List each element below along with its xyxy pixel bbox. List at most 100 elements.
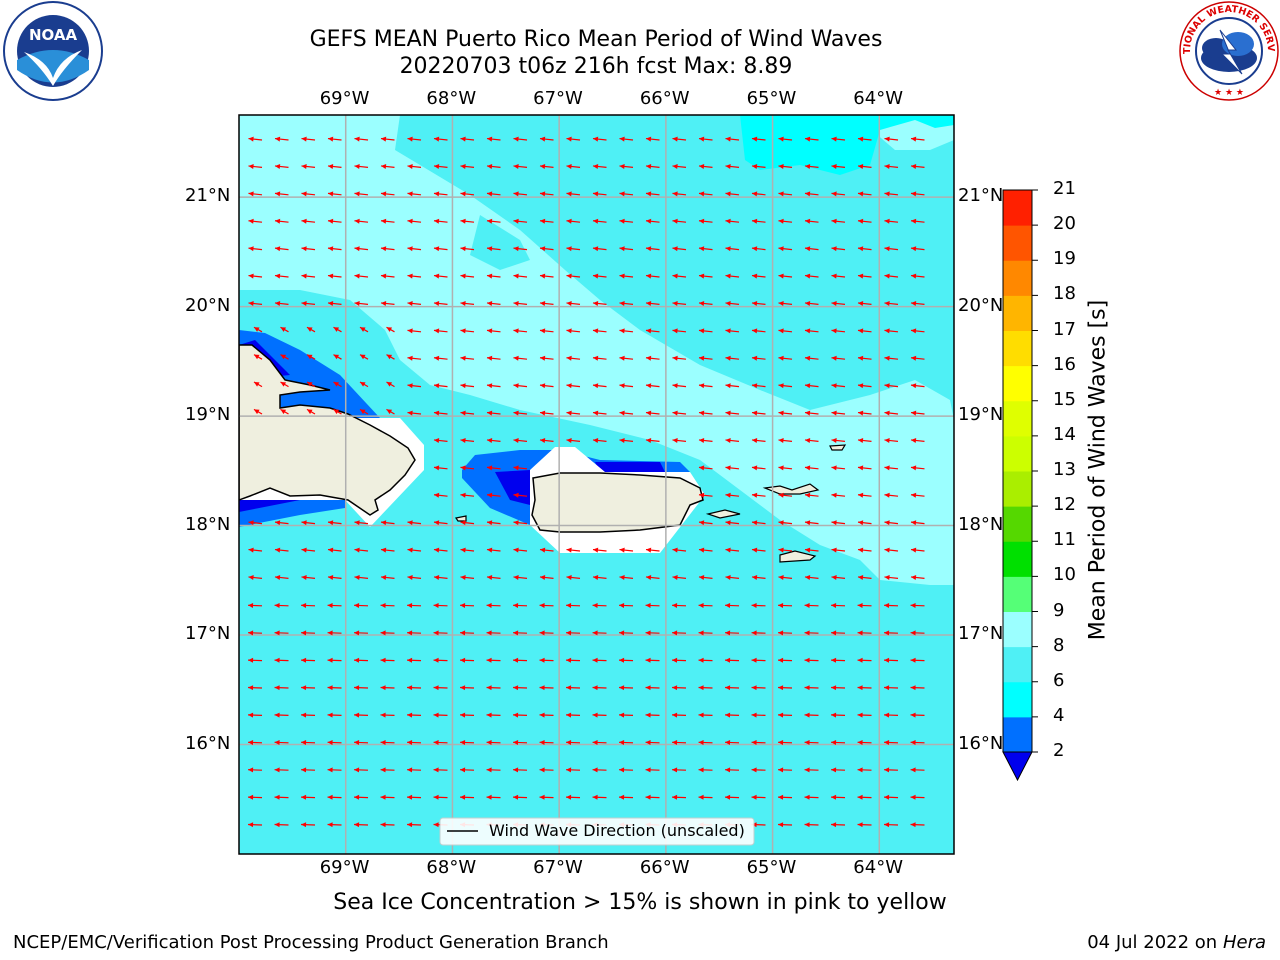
- wind-wave-arrow: [592, 657, 607, 663]
- wind-wave-arrow: [884, 767, 899, 773]
- wind-wave-arrow: [804, 739, 819, 745]
- wind-wave-arrow: [831, 410, 846, 416]
- wind-wave-arrow: [486, 136, 501, 142]
- wind-wave-arrow: [539, 739, 554, 745]
- wind-wave-arrow: [486, 355, 501, 361]
- wind-wave-arrow: [327, 136, 342, 142]
- wind-wave-arrow: [407, 630, 422, 636]
- wind-wave-arrow: [619, 136, 634, 142]
- wind-wave-arrow: [831, 685, 846, 691]
- wind-wave-arrow: [539, 767, 554, 773]
- sea-ice-note: Sea Ice Concentration > 15% is shown in …: [333, 890, 947, 915]
- wind-wave-arrow: [910, 191, 925, 197]
- wind-wave-arrow: [645, 685, 660, 691]
- wind-wave-arrow: [592, 794, 607, 800]
- wind-wave-arrow: [248, 246, 263, 252]
- colorbar-segment: [1003, 716, 1032, 753]
- wind-wave-arrow: [274, 657, 289, 663]
- wind-wave-arrow: [248, 712, 263, 718]
- wind-wave-arrow: [725, 767, 740, 773]
- wind-wave-arrow: [884, 574, 899, 580]
- wind-wave-arrow: [884, 822, 899, 828]
- wind-wave-arrow: [539, 657, 554, 663]
- wind-wave-arrow: [645, 437, 660, 443]
- footer-date: 04 Jul 2022 on Hera: [1087, 932, 1266, 953]
- wind-wave-arrow: [672, 191, 687, 197]
- wind-wave-arrow: [831, 712, 846, 718]
- wind-wave-arrow: [486, 794, 501, 800]
- wind-wave-arrow: [354, 273, 369, 279]
- lon-label-top: 68°W: [426, 88, 477, 109]
- wind-wave-arrow: [857, 328, 872, 334]
- wind-wave-arrow: [778, 136, 793, 142]
- wind-wave-arrow: [751, 136, 766, 142]
- wind-wave-arrow: [280, 381, 289, 388]
- wind-wave-arrow: [301, 163, 316, 169]
- wind-wave-arrow: [380, 739, 395, 745]
- colorbar-tick-label: 18: [1053, 283, 1076, 305]
- wind-wave-arrow: [645, 273, 660, 279]
- wind-wave-arrow: [386, 408, 395, 415]
- colorbar-segment: [1003, 576, 1032, 612]
- wind-wave-arrow: [566, 712, 581, 718]
- wind-wave-arrow: [486, 739, 501, 745]
- wind-wave-arrow: [857, 657, 872, 663]
- wind-wave-arrow: [804, 657, 819, 663]
- lon-label-bot: 68°W: [426, 857, 477, 878]
- wind-wave-arrow: [301, 685, 316, 691]
- wind-wave-arrow: [645, 410, 660, 416]
- wind-wave-arrow: [354, 520, 369, 526]
- wind-wave-arrow: [619, 630, 634, 636]
- wind-wave-arrow: [725, 492, 740, 498]
- wind-wave-arrow: [253, 354, 263, 360]
- wind-wave-arrow: [778, 383, 793, 389]
- wind-wave-arrow: [354, 630, 369, 636]
- wind-wave-arrow: [910, 163, 925, 169]
- wind-wave-arrow: [380, 657, 395, 663]
- wind-wave-arrow: [539, 273, 554, 279]
- wind-wave-arrow: [698, 218, 713, 224]
- wind-wave-arrow: [751, 465, 766, 471]
- wind-wave-arrow: [327, 685, 342, 691]
- wind-wave-arrow: [831, 822, 846, 828]
- wind-wave-arrow: [433, 246, 448, 252]
- wind-wave-arrow: [751, 492, 766, 498]
- wind-wave-arrow: [725, 355, 740, 361]
- vector-legend: [439, 817, 755, 846]
- wind-wave-arrow: [751, 218, 766, 224]
- wind-wave-arrow: [248, 300, 263, 306]
- wind-wave-arrow: [486, 300, 501, 306]
- wind-wave-arrow: [645, 630, 660, 636]
- wind-wave-arrow: [380, 136, 395, 142]
- wind-wave-arrow: [301, 520, 316, 526]
- wind-wave-arrow: [751, 300, 766, 306]
- wind-wave-arrow: [460, 355, 475, 361]
- wind-wave-arrow: [513, 685, 528, 691]
- wind-wave-arrow: [857, 822, 872, 828]
- wind-wave-arrow: [327, 246, 342, 252]
- wind-wave-arrow: [725, 136, 740, 142]
- wind-wave-arrow: [539, 191, 554, 197]
- wind-wave-arrow: [857, 383, 872, 389]
- wind-wave-arrow: [539, 136, 554, 142]
- wind-wave-arrow: [619, 574, 634, 580]
- wind-wave-arrow: [857, 163, 872, 169]
- wind-wave-arrow: [274, 767, 289, 773]
- colorbar-extend-min: [1002, 751, 1033, 782]
- wind-wave-arrow: [778, 739, 793, 745]
- wind-wave-arrow: [831, 520, 846, 526]
- wind-wave-arrow: [910, 355, 925, 361]
- wind-wave-arrow: [460, 328, 475, 334]
- wind-wave-arrow: [354, 685, 369, 691]
- wind-wave-arrow: [619, 794, 634, 800]
- colorbar-tick-label: 21: [1053, 178, 1076, 199]
- wind-wave-arrow: [486, 767, 501, 773]
- wind-wave-arrow: [486, 273, 501, 279]
- colorbar: [1002, 189, 1038, 782]
- wind-wave-arrow: [698, 163, 713, 169]
- colorbar-segment: [1003, 506, 1032, 542]
- chart-title-line2: 20220703 t06z 216h fcst Max: 8.89: [399, 54, 793, 79]
- colorbar-label: Mean Period of Wind Waves [s]: [1085, 299, 1111, 641]
- wind-wave-arrow: [592, 630, 607, 636]
- wind-wave-arrow: [359, 326, 369, 333]
